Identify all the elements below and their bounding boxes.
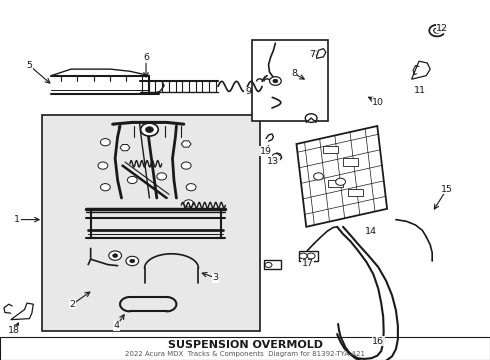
Text: 17: 17	[302, 259, 314, 268]
Text: 12: 12	[436, 24, 448, 33]
Circle shape	[127, 176, 137, 184]
Text: 19: 19	[260, 147, 271, 156]
Bar	[343, 158, 358, 166]
Text: 16: 16	[372, 337, 384, 346]
Polygon shape	[412, 61, 430, 79]
Polygon shape	[296, 126, 387, 227]
Text: 8: 8	[291, 69, 297, 78]
Text: 2022 Acura MDX  Tracks & Components  Diagram for 81392-TYA-A21: 2022 Acura MDX Tracks & Components Diagr…	[125, 351, 365, 356]
Text: 13: 13	[268, 157, 279, 166]
Circle shape	[146, 127, 153, 132]
Circle shape	[305, 114, 317, 122]
Bar	[252, 40, 328, 121]
Text: 15: 15	[441, 185, 453, 194]
Text: 7: 7	[310, 50, 316, 59]
Text: 10: 10	[372, 98, 384, 107]
Circle shape	[100, 139, 110, 146]
Bar	[328, 180, 343, 187]
Circle shape	[109, 251, 122, 260]
Circle shape	[184, 200, 194, 207]
Circle shape	[272, 154, 280, 159]
Text: 4: 4	[114, 321, 120, 330]
Circle shape	[130, 259, 135, 263]
Circle shape	[186, 184, 196, 191]
Circle shape	[181, 162, 191, 169]
Circle shape	[336, 178, 345, 185]
Text: SUSPENSION OVERMOLD: SUSPENSION OVERMOLD	[168, 340, 322, 350]
Text: 14: 14	[366, 227, 377, 236]
Bar	[348, 189, 363, 196]
Bar	[299, 251, 318, 261]
Text: 18: 18	[8, 326, 20, 335]
Circle shape	[270, 77, 281, 85]
Bar	[264, 260, 281, 269]
Text: 2: 2	[70, 300, 75, 309]
Circle shape	[299, 253, 307, 259]
Circle shape	[98, 162, 108, 169]
Circle shape	[141, 123, 158, 136]
Text: 1: 1	[14, 215, 20, 224]
Text: 9: 9	[245, 87, 251, 96]
Polygon shape	[316, 49, 326, 58]
Text: 6: 6	[143, 53, 149, 62]
Circle shape	[273, 79, 278, 83]
Text: 11: 11	[415, 86, 426, 95]
Bar	[42, 115, 260, 331]
Polygon shape	[120, 144, 130, 151]
Circle shape	[265, 262, 272, 267]
Circle shape	[434, 28, 441, 33]
Circle shape	[126, 256, 139, 266]
Bar	[0, 337, 490, 360]
Circle shape	[113, 254, 118, 257]
Text: 3: 3	[213, 274, 219, 282]
Polygon shape	[181, 141, 191, 147]
Circle shape	[157, 173, 167, 180]
Bar	[323, 146, 338, 153]
Text: 5: 5	[26, 61, 32, 70]
Circle shape	[307, 253, 315, 259]
Circle shape	[314, 173, 323, 180]
Polygon shape	[11, 303, 33, 320]
Circle shape	[100, 184, 110, 191]
